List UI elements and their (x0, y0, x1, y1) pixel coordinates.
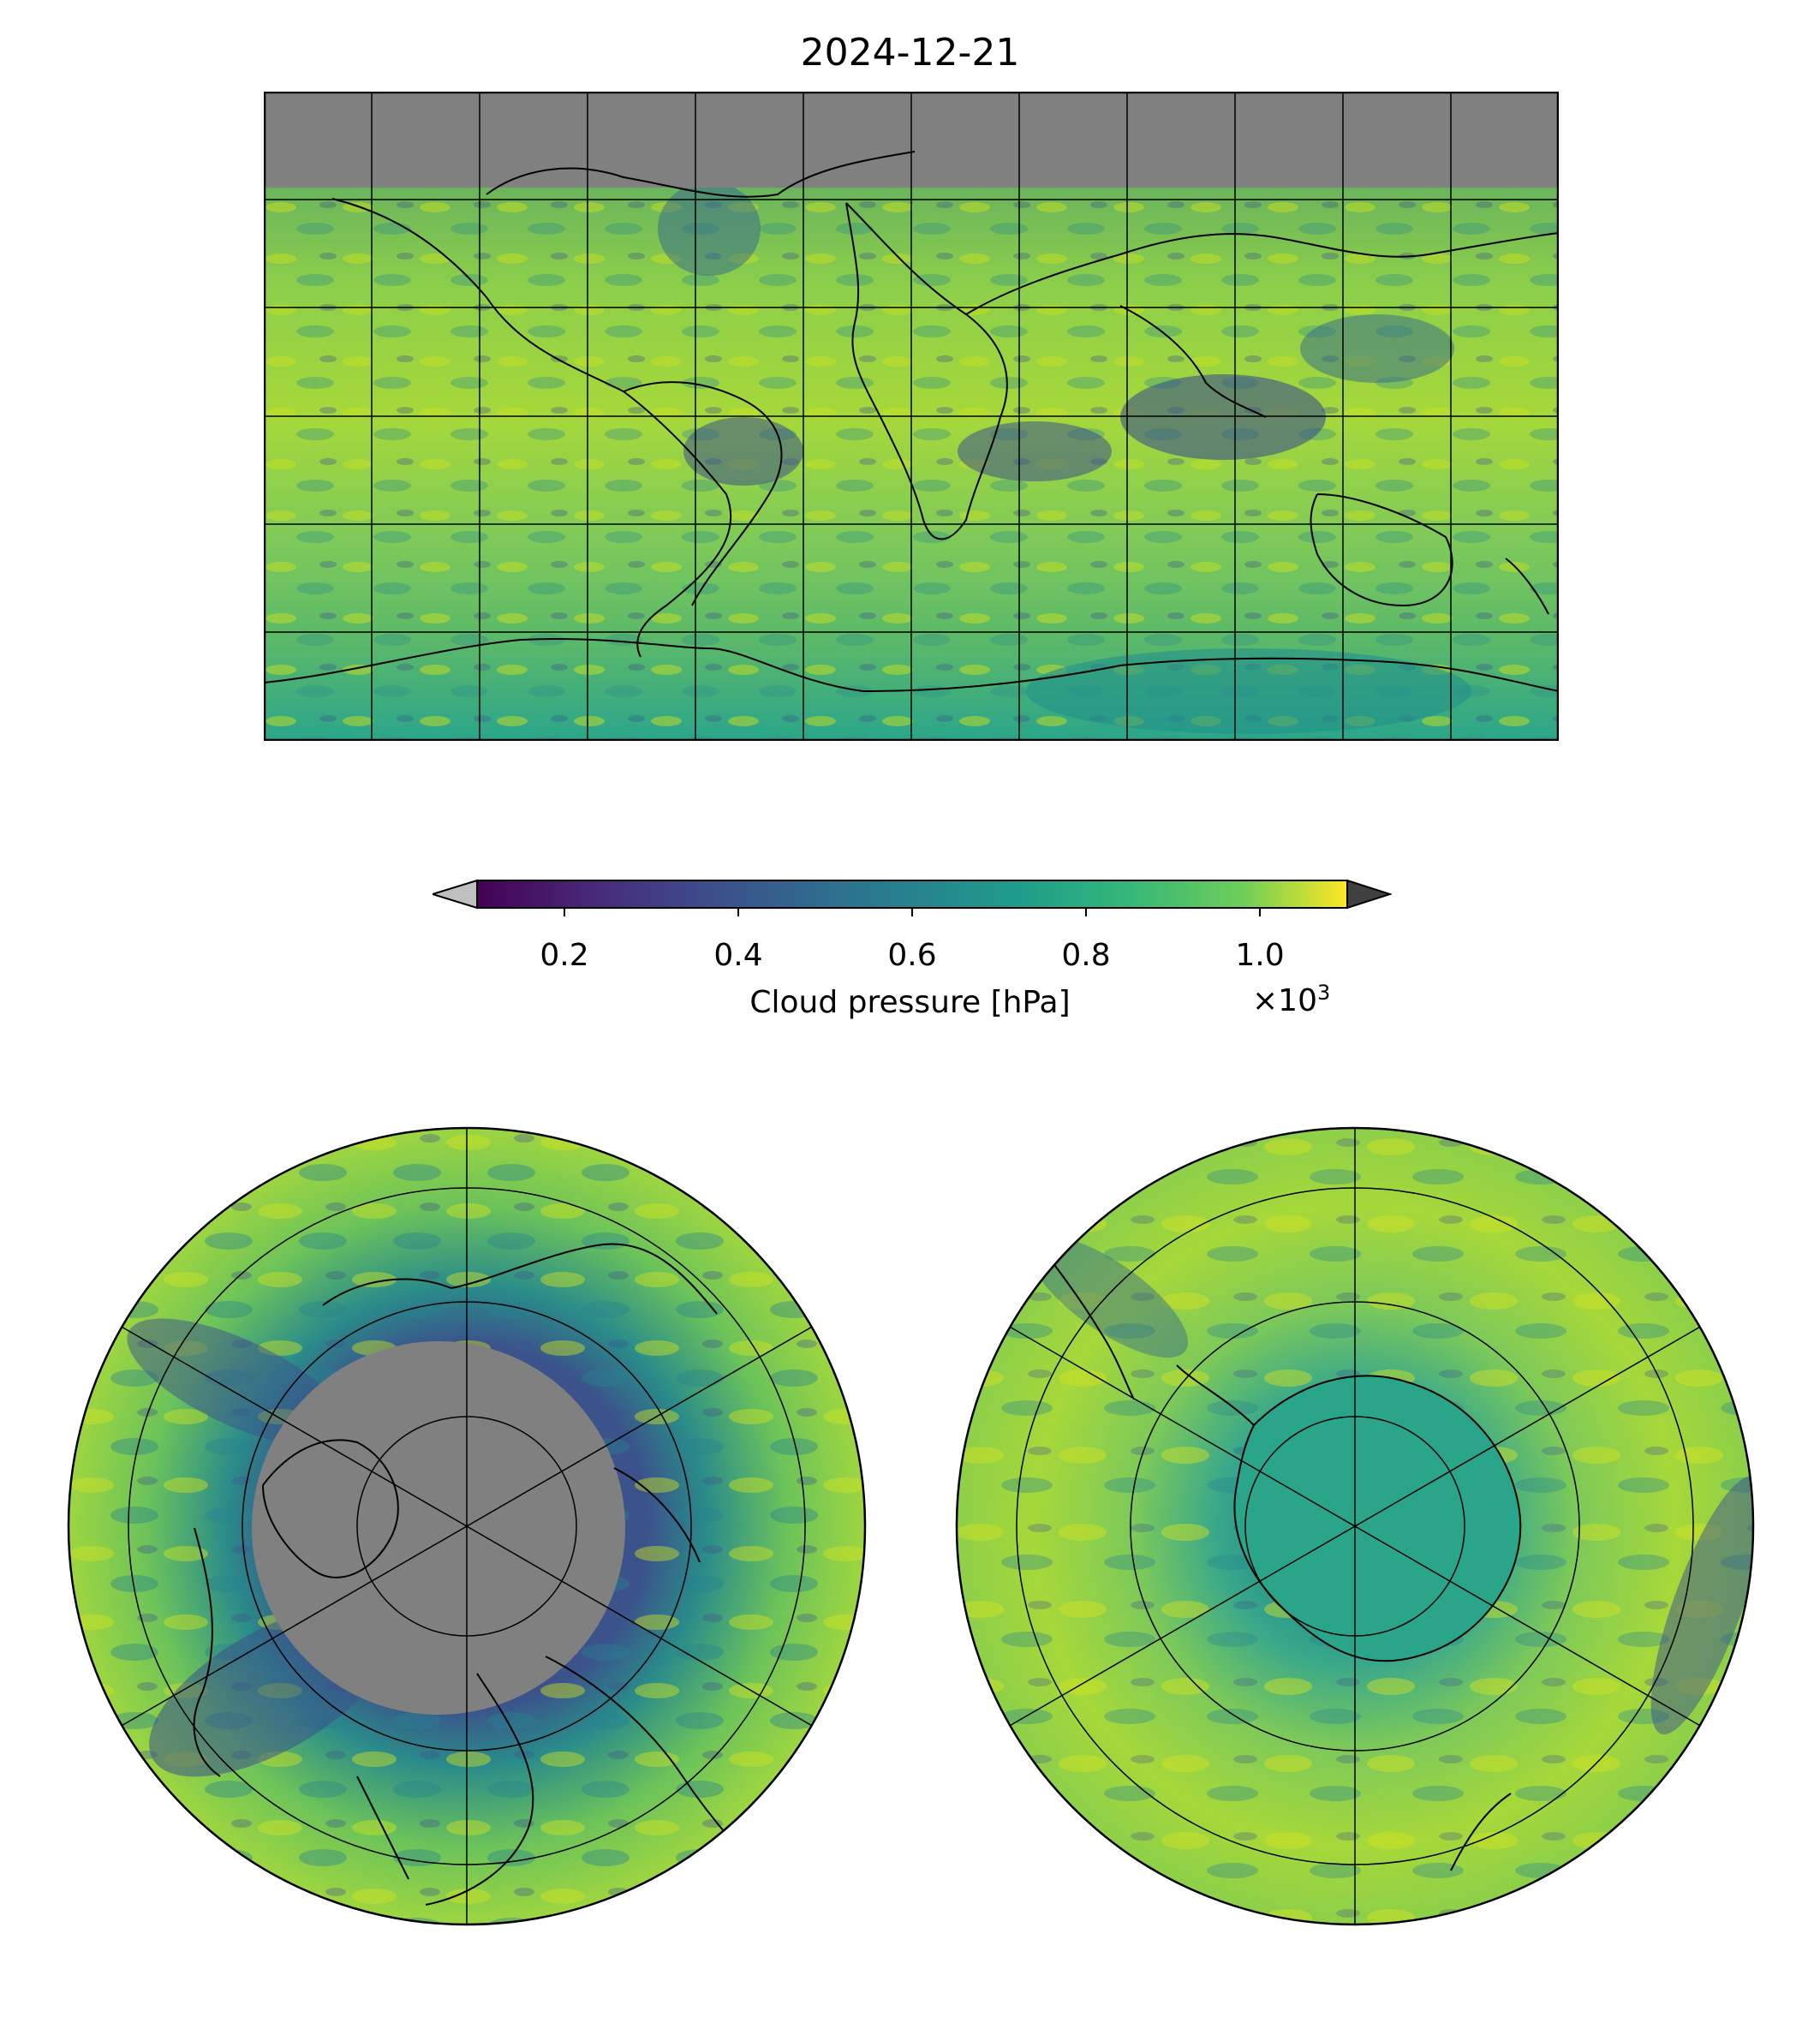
north-polar-map (66, 1125, 868, 1927)
figure-title: 2024-12-21 (800, 31, 1020, 75)
colorbar-tick-label: 0.6 (887, 938, 937, 973)
colorbar-multiplier: ×103 (1252, 981, 1331, 1018)
colorbar-gradient (476, 880, 1348, 909)
colorbar-tick-label: 1.0 (1235, 938, 1285, 973)
colorbar-under-extension (433, 879, 478, 910)
south-polar-map (954, 1125, 1756, 1927)
colorbar-label: Cloud pressure [hPa] (749, 985, 1071, 1020)
global-map (264, 92, 1559, 741)
north-polar-nodata (252, 1341, 625, 1715)
colorbar-tick-label: 0.8 (1061, 938, 1111, 973)
colorbar-tick-label: 0.4 (713, 938, 763, 973)
colorbar-over-extension (1346, 879, 1392, 910)
colorbar (433, 877, 1392, 934)
colorbar-tick-label: 0.2 (540, 938, 589, 973)
antarctica-coastline (1233, 1375, 1522, 1662)
